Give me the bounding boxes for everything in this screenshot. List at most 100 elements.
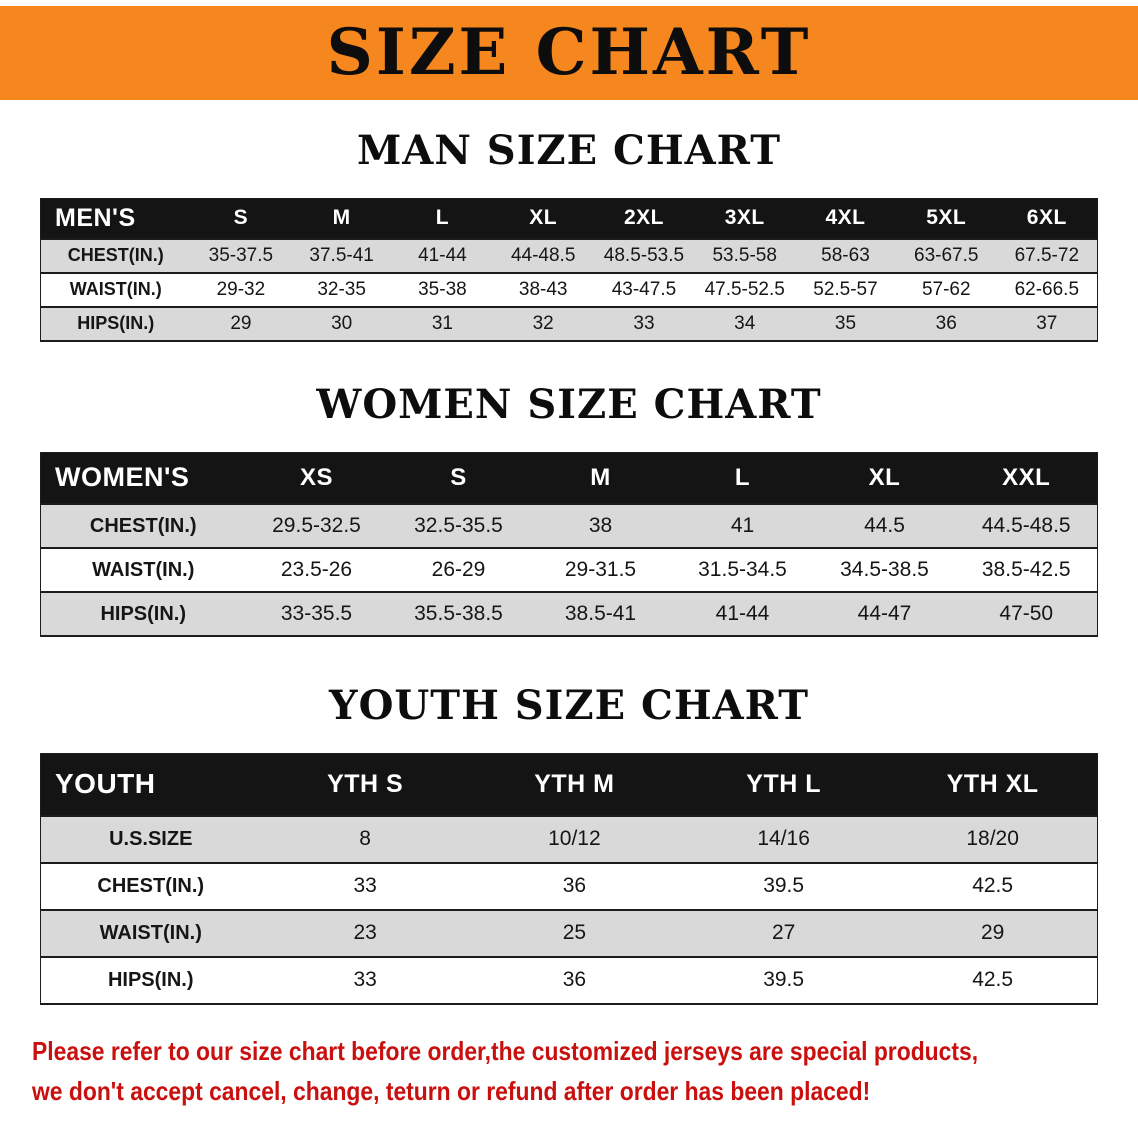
size-value: 36 [935,312,957,334]
size-value: 23 [353,921,377,944]
size-value: 44.5 [864,514,905,537]
size-value: 37 [1036,312,1058,334]
women-size-chart-heading: WOMEN SIZE CHART [316,380,822,428]
size-value: 18/20 [966,827,1019,850]
size-table: YOUTH YTH S YTH M YTH L YTH XL U.S.SIZE 8 10/12… [40,753,1098,1005]
size-value: 44-48.5 [510,244,576,266]
size-value: 32-35 [317,278,366,300]
size-value: 35.5-38.5 [414,602,503,625]
size-value: 34 [734,312,756,334]
size-value: 29-32 [216,278,266,300]
size-value: 43-47.5 [611,278,677,300]
size-value: 29 [980,921,1005,944]
size-value: 42.5 [972,874,1014,897]
size-column-header: 4XL [795,198,896,239]
size-value: 63-67.5 [914,244,979,266]
size-column-header: XL [813,452,956,504]
size-column-header: 5XL [895,198,997,239]
youth-size-table: YOUTH YTH S YTH M YTH L YTH XL U.S.SIZE 8 10/12… [40,753,1098,1005]
section-youth: YOUTH SIZE CHART YOUTH YTH S YTH M YTH L YTH… [0,683,1138,1005]
size-value: 33 [633,312,655,334]
row-label: CHEST(IN.) [89,514,197,537]
row-label: WAIST(IN.) [99,921,202,944]
size-value: 35-38 [418,278,467,300]
size-value: 8 [359,827,371,850]
size-column-header: S [190,198,292,239]
table-corner-label: WOMEN'S [40,452,246,504]
size-value: 62-66.5 [1014,278,1080,300]
size-value: 30 [331,312,353,334]
footer-note: Please refer to our size chart before or… [32,1031,1138,1111]
size-value: 29 [230,312,252,334]
size-value: 25 [562,921,587,944]
size-value: 58-63 [821,244,870,266]
banner: SIZE CHART [0,6,1138,100]
table-corner-label: YOUTH [40,753,261,816]
size-value: 36 [562,968,587,991]
section-men: MAN SIZE CHART MEN'S S M L XL 2XL 3XL 4XL 5XL 6XL… [0,128,1138,342]
table-row: HIPS(IN.) 33-35.5 35.5-38.5 38.5-41 41-44 44-… [40,592,1098,636]
table-row: U.S.SIZE 8 10/12 14/16 18/20 [40,815,1098,863]
size-value: 31 [431,312,453,334]
size-column-header: 6XL [996,198,1098,239]
size-value: 67.5-72 [1014,244,1080,266]
size-value: 29.5-32.5 [272,514,361,537]
size-column-header: M [529,452,672,504]
table-row: HIPS(IN.) 29 30 31 32 33 34 35 36 37 [40,306,1098,341]
youth-size-chart-heading: YOUTH SIZE CHART [329,682,809,729]
size-column-header: YTH L [679,753,889,816]
size-column-header: XXL [955,452,1098,504]
table-row: CHEST(IN.) 35-37.5 37.5-41 41-44 44-48.5 48.5… [40,238,1098,273]
men-size-table: MEN'S S M L XL 2XL 3XL 4XL 5XL 6XL CHEST(IN.) 35-37… [40,198,1098,342]
footer-line-1: Please refer to our size chart before or… [32,1035,979,1066]
table-header-row: MEN'S S M L XL 2XL 3XL 4XL 5XL 6XL [40,198,1098,239]
size-value: 14/16 [757,827,810,850]
table-row: CHEST(IN.) 29.5-32.5 32.5-35.5 38 41 44.5 44.5… [40,504,1098,548]
size-value: 35-37.5 [208,244,274,266]
size-value: 57-62 [921,278,971,300]
size-value: 35 [834,312,857,334]
row-label: HIPS(IN.) [100,602,187,625]
size-value: 29-31.5 [564,558,637,581]
table-row: HIPS(IN.) 33 36 39.5 42.5 [40,956,1098,1004]
size-table: MEN'S S M L XL 2XL 3XL 4XL 5XL 6XL CHEST(IN.) 35-37… [40,198,1098,342]
size-column-header: M [291,198,393,239]
size-column-header: YTH S [260,753,470,816]
size-value: 36 [562,874,587,897]
size-value: 41-44 [418,244,467,266]
row-label: CHEST(IN.) [97,874,205,897]
size-value: 48.5-53.5 [603,244,685,266]
size-value: 38-43 [518,278,568,300]
size-column-header: 2XL [593,198,695,239]
table-row: CHEST(IN.) 33 36 39.5 42.5 [40,862,1098,910]
size-value: 44-47 [857,602,912,625]
table-corner-label: MEN'S [40,198,191,239]
size-value: 33 [353,968,377,991]
size-value: 27 [771,921,796,944]
size-column-header: S [387,452,530,504]
row-label: HIPS(IN.) [107,968,194,991]
size-column-header: 3XL [694,198,796,239]
size-value: 33-35.5 [280,602,353,625]
row-label: U.S.SIZE [109,827,193,850]
size-column-header: YTH XL [888,753,1098,816]
size-value: 39.5 [763,874,805,897]
table-row: WAIST(IN.) 29-32 32-35 35-38 38-43 43-47.5 47.… [40,272,1098,307]
row-label: WAIST(IN.) [92,558,195,581]
table-header-row: YOUTH YTH S YTH M YTH L YTH XL [40,753,1098,816]
size-value: 26-29 [431,558,486,581]
table-row: WAIST(IN.) 23.5-26 26-29 29-31.5 31.5-34.5 34… [40,548,1098,592]
table-row: WAIST(IN.) 23 25 27 29 [40,909,1098,957]
size-value: 23.5-26 [280,558,353,581]
size-value: 38.5-42.5 [981,558,1071,581]
row-label: CHEST(IN.) [67,245,164,265]
size-value: 31.5-34.5 [698,558,787,581]
size-value: 47.5-52.5 [704,278,785,300]
size-value: 10/12 [548,827,601,850]
size-value: 37.5-41 [309,244,374,266]
size-column-header: L [671,452,814,504]
size-value: 32.5-35.5 [414,514,503,537]
size-value: 41-44 [715,602,770,625]
footer-line-2: we don't accept cancel, change, teturn o… [32,1075,871,1106]
page-title: SIZE CHART [326,15,812,90]
